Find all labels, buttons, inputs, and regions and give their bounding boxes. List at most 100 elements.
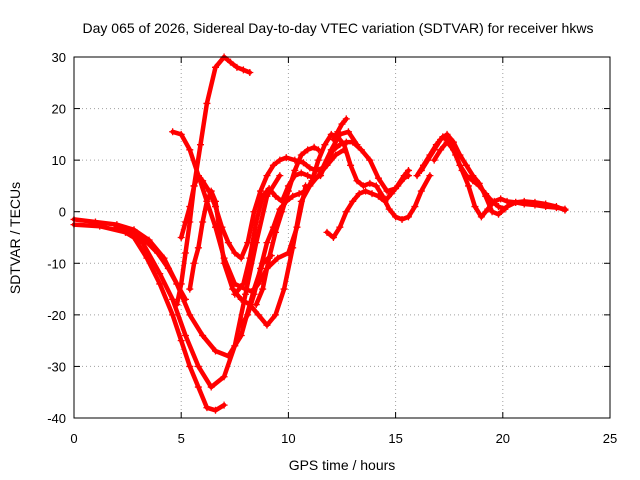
data-point [263,321,271,329]
y-tick-label: 30 [52,50,66,65]
data-point [449,138,457,146]
data-point [231,342,239,350]
data-point [177,130,185,138]
data-point [347,161,355,169]
data-point [374,174,382,182]
data-point [220,401,228,409]
data-point [272,228,280,236]
data-point [488,208,496,216]
data-point [263,172,271,180]
data-point [280,285,288,293]
data-point [349,138,357,146]
data-point [443,130,451,138]
data-point [244,311,252,319]
data-point [323,228,331,236]
data-point [194,244,202,252]
data-point [212,406,220,414]
series-markers-trace-11 [252,143,322,309]
data-point [246,254,254,262]
y-tick-label: -40 [47,411,66,426]
data-point [488,197,496,205]
data-point [314,146,322,154]
data-point [181,295,189,303]
data-point [265,185,273,193]
data-point [242,285,250,293]
series-markers-trace-3 [113,223,228,414]
data-point [239,280,247,288]
data-point [462,161,470,169]
data-point [430,156,438,164]
data-point [297,197,305,205]
data-point [263,239,271,247]
data-point [250,290,258,298]
data-point [207,383,215,391]
grid [74,57,610,418]
series-markers-trace-16 [430,138,509,213]
x-tick-label: 5 [178,431,185,446]
y-tick-label: 0 [59,205,66,220]
data-point [237,321,245,329]
data-point [169,295,177,303]
data-point [130,228,138,236]
series-trace-5 [174,54,253,307]
data-point [96,222,104,230]
data-point [477,213,485,221]
data-point [141,236,149,244]
data-point [295,190,303,198]
data-point [329,234,337,241]
data-point [254,311,262,319]
data-point [272,192,280,200]
x-tick-label: 15 [388,431,402,446]
series-trace-12 [324,173,411,240]
data-point [237,254,245,262]
data-point [437,136,445,144]
data-point [355,190,363,198]
data-point [289,244,297,252]
data-point [349,197,357,205]
data-point [501,205,509,213]
data-point [383,187,391,195]
data-point [338,120,346,128]
y-tick-label: -20 [47,308,66,323]
data-point [520,197,528,205]
data-point [282,154,290,162]
y-tick-label: 10 [52,153,66,168]
data-point [278,208,286,216]
x-tick-label: 0 [70,431,77,446]
data-point [177,280,185,288]
data-point [327,130,335,138]
x-tick-label: 10 [281,431,295,446]
data-point [299,159,307,167]
data-point [284,187,292,195]
data-point [156,270,164,278]
data-traces [70,53,569,414]
y-tick-label: 20 [52,102,66,117]
data-point [471,203,479,211]
data-point [291,166,299,174]
data-point [413,172,421,180]
data-point [203,99,211,107]
data-point [269,161,277,169]
data-point [336,223,344,231]
data-point [196,141,204,149]
data-point [531,198,539,206]
data-point [257,264,265,272]
data-point [194,172,202,180]
data-point [231,249,239,257]
data-point [169,128,177,136]
data-point [552,203,560,211]
y-tick-label: -30 [47,359,66,374]
data-point [181,249,189,257]
data-point [329,136,337,144]
series-trace-9 [232,139,411,297]
data-point [387,190,395,198]
x-tick-label: 20 [496,431,510,446]
y-tick-label: -10 [47,256,66,271]
data-point [199,331,207,339]
data-point [194,383,202,391]
data-point [276,156,284,164]
data-point [257,187,265,195]
data-point [366,156,374,164]
data-point [317,172,325,180]
